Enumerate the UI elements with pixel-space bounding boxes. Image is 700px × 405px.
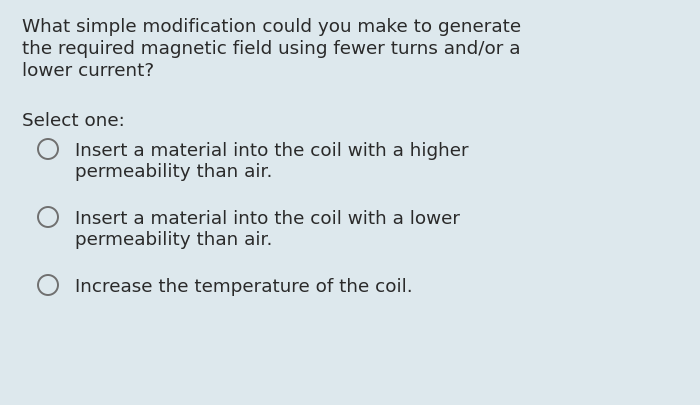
Text: permeability than air.: permeability than air. <box>75 230 272 248</box>
Text: the required magnetic field using fewer turns and/or a: the required magnetic field using fewer … <box>22 40 521 58</box>
Text: lower current?: lower current? <box>22 62 154 80</box>
Text: Increase the temperature of the coil.: Increase the temperature of the coil. <box>75 277 412 295</box>
Text: Insert a material into the coil with a higher: Insert a material into the coil with a h… <box>75 142 468 160</box>
Text: Select one:: Select one: <box>22 112 125 130</box>
Text: permeability than air.: permeability than air. <box>75 162 272 181</box>
Text: Insert a material into the coil with a lower: Insert a material into the coil with a l… <box>75 209 460 228</box>
Text: What simple modification could you make to generate: What simple modification could you make … <box>22 18 521 36</box>
